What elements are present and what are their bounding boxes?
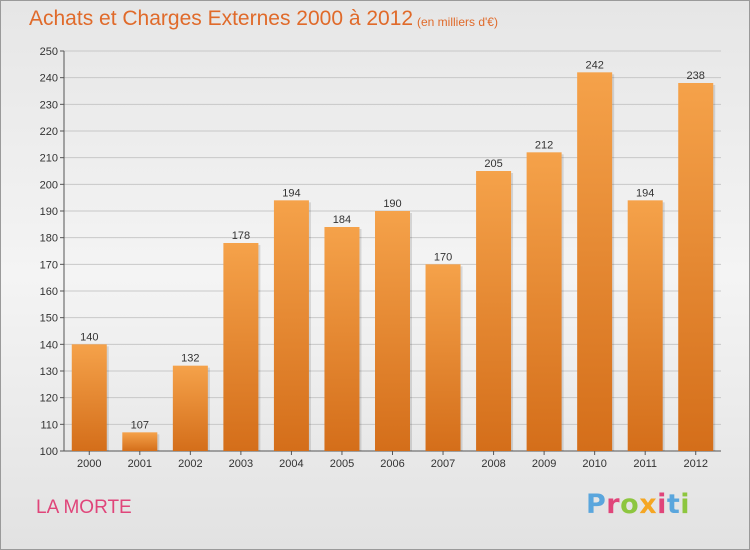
- y-tick-label: 160: [40, 286, 58, 298]
- x-tick-label: 2004: [279, 458, 303, 470]
- x-tick-label: 2002: [178, 458, 202, 470]
- x-tick-label: 2011: [633, 458, 657, 470]
- logo-letter: o: [620, 489, 640, 520]
- logo-letter: r: [606, 489, 621, 520]
- data-label: 194: [636, 187, 654, 199]
- labels: 100 110 120 130 140 150 160 170 180 190 200 210 220 2…: [40, 46, 708, 470]
- bar-2002: [172, 365, 208, 451]
- bar-2001: [122, 432, 158, 451]
- y-tick-label: 190: [40, 206, 58, 218]
- y-tick-label: 120: [40, 393, 58, 405]
- y-tick-label: 250: [40, 46, 58, 58]
- bar-2011: [627, 200, 663, 451]
- x-tick-label: 2005: [330, 458, 354, 470]
- data-label: 242: [585, 59, 603, 71]
- bar-2008: [476, 171, 512, 451]
- bar-2007: [425, 264, 461, 451]
- data-label: 238: [687, 70, 705, 82]
- y-tick-label: 100: [40, 446, 58, 458]
- logo-letter: i: [680, 489, 691, 520]
- y-tick-label: 150: [40, 313, 58, 325]
- x-tick-label: 2006: [380, 458, 404, 470]
- data-label: 178: [232, 230, 250, 242]
- data-label: 140: [80, 331, 98, 343]
- y-tick-label: 210: [40, 153, 58, 165]
- x-tick-label: 2009: [532, 458, 556, 470]
- data-label: 212: [535, 139, 553, 151]
- y-tick-label: 230: [40, 99, 58, 111]
- data-label: 190: [383, 198, 401, 210]
- data-label: 194: [282, 187, 300, 199]
- data-label: 107: [131, 419, 149, 431]
- bar-2006: [375, 211, 410, 451]
- x-tick-label: 2001: [128, 458, 152, 470]
- x-tick-label: 2007: [431, 458, 455, 470]
- bars: [71, 72, 716, 452]
- commune-name: LA MORTE: [36, 497, 132, 518]
- bar-2009: [526, 152, 562, 452]
- x-tick-label: 2008: [481, 458, 505, 470]
- y-tick-label: 110: [40, 419, 58, 431]
- y-tick-label: 140: [40, 339, 58, 351]
- data-label: 132: [181, 353, 199, 365]
- x-tick-label: 2010: [582, 458, 606, 470]
- bar-2000: [71, 344, 107, 451]
- bar-2010: [577, 72, 613, 451]
- bar-2004: [273, 200, 309, 451]
- bar-2003: [223, 243, 259, 451]
- chart-title: Achats et Charges Externes 2000 à 2012: [29, 7, 414, 30]
- y-tick-label: 170: [40, 259, 58, 271]
- y-tick-label: 240: [40, 73, 58, 85]
- logo-letter: t: [666, 489, 681, 520]
- y-tick-label: 200: [40, 179, 58, 191]
- y-tick-label: 130: [40, 366, 58, 378]
- logo-letter: x: [639, 489, 658, 520]
- bar-2005: [324, 227, 360, 451]
- proxiti-logo: Proxiti: [586, 489, 690, 520]
- data-label: 184: [333, 214, 351, 226]
- x-tick-label: 2003: [229, 458, 253, 470]
- data-label: 205: [484, 158, 502, 170]
- logo-letter: P: [586, 489, 607, 520]
- data-label: 170: [434, 251, 452, 263]
- y-tick-label: 220: [40, 126, 58, 138]
- bar-2012: [678, 83, 714, 451]
- y-tick-label: 180: [40, 233, 58, 245]
- logo-letter: i: [657, 489, 667, 520]
- x-tick-label: 2000: [77, 458, 101, 470]
- chart-subtitle: (en milliers d'€): [417, 15, 498, 29]
- x-tick-label: 2012: [683, 458, 707, 470]
